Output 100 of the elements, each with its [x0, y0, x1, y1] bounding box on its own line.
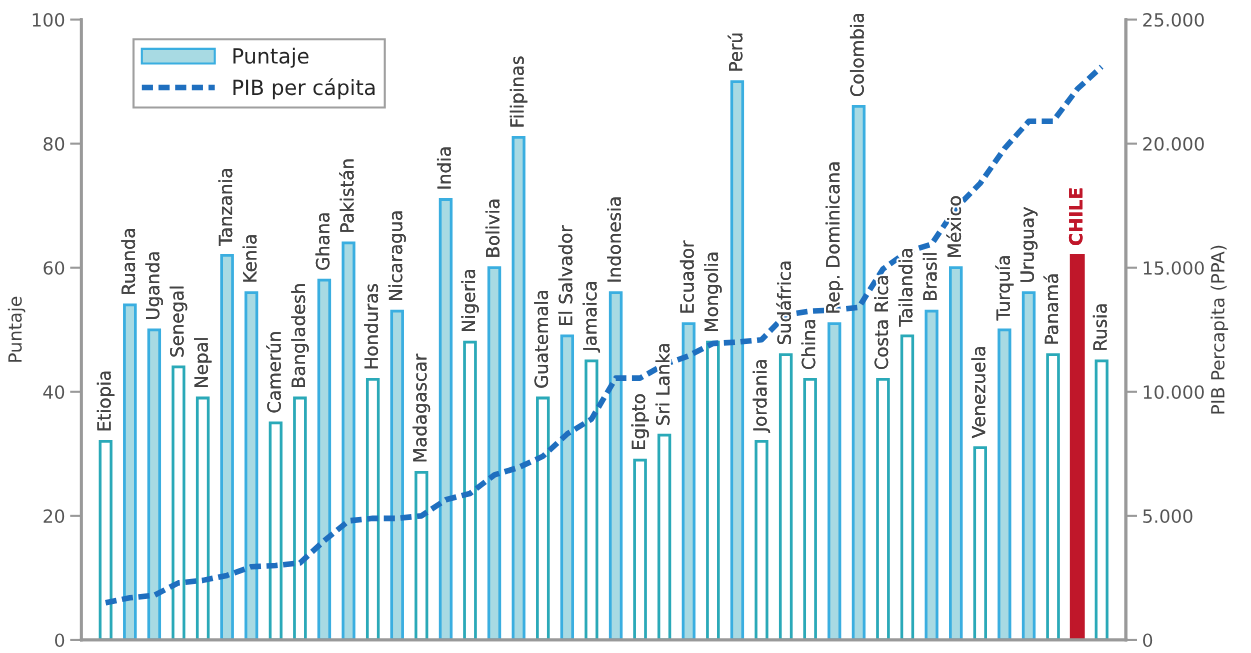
- x-tick-label: Bolivia: [485, 199, 500, 257]
- bar: [1021, 291, 1036, 640]
- bar: [536, 396, 550, 640]
- y2-tick-label: 10.000: [1143, 385, 1204, 399]
- x-tick-label: Sudáfrica: [776, 261, 792, 345]
- x-tick-label: Turquía: [995, 256, 1014, 321]
- x-tick-label: Mongolia: [704, 252, 722, 332]
- x-tick-label: Jordania: [752, 360, 771, 434]
- x-tick-label: Nicaragua: [388, 211, 406, 301]
- y2-tick-label: 5.000: [1143, 509, 1193, 523]
- y-tick-label: 80: [43, 137, 65, 151]
- x-tick-label: Uganda: [145, 252, 163, 319]
- legend-label: PIB per cápita: [233, 78, 375, 100]
- y2-tick-label: 0: [1143, 633, 1153, 648]
- bar: [244, 291, 259, 640]
- bar: [876, 378, 890, 640]
- x-tick-label: Venezuela: [971, 347, 986, 439]
- bar: [147, 328, 162, 640]
- bar: [997, 328, 1012, 640]
- bar: [560, 334, 575, 640]
- bar: [195, 396, 210, 640]
- x-tick-label: Honduras: [364, 284, 379, 369]
- x-tick-label: Senegal: [169, 286, 188, 357]
- x-tick-label: Madagascar: [412, 353, 431, 462]
- x-tick-label: Ruanda: [121, 229, 136, 294]
- y-axis-title: Puntaje: [7, 296, 26, 362]
- bar: [1094, 359, 1109, 640]
- bar: [706, 340, 720, 640]
- bar: [463, 340, 477, 640]
- x-tick-label: Filipinas: [509, 56, 528, 127]
- bar: [584, 359, 599, 640]
- bar: [487, 266, 502, 640]
- bar: [924, 309, 939, 640]
- bar: [414, 471, 429, 640]
- y-tick-label: 20: [43, 509, 65, 523]
- bar: [341, 241, 356, 640]
- x-tick-label: Tailandia: [898, 249, 913, 327]
- bar: [1046, 353, 1060, 640]
- bar: [900, 334, 915, 640]
- x-tick-label: India: [436, 147, 451, 189]
- x-tick-label: Rusia: [1092, 304, 1107, 350]
- y-tick-label: 0: [55, 633, 65, 648]
- bar: [268, 421, 283, 640]
- bar: [803, 378, 817, 640]
- y2-tick-label: 20.000: [1143, 137, 1204, 151]
- legend-label: Puntaje: [233, 47, 309, 68]
- bar: [851, 105, 866, 640]
- x-tick-label: Uruguay: [1020, 207, 1038, 282]
- bar: [317, 278, 332, 640]
- y-tick-label: 60: [43, 261, 65, 275]
- x-tick-label: Panamá: [1043, 274, 1059, 344]
- bar: [973, 446, 987, 640]
- x-tick-label: Ghana: [315, 213, 330, 270]
- bar: [365, 378, 380, 640]
- bar: [171, 365, 186, 640]
- bar: [681, 322, 696, 640]
- x-tick-label: El Salvador: [558, 225, 573, 325]
- x-tick-label: Nigeria: [461, 269, 479, 332]
- x-tick-label: Costa Rica: [874, 276, 889, 370]
- x-tick-label: Brasil: [922, 253, 937, 301]
- x-tick-label: Ecuador: [679, 240, 694, 313]
- bar: [98, 440, 113, 640]
- x-tick-label: Perú: [727, 33, 743, 71]
- bar: [511, 136, 526, 640]
- bar: [123, 303, 137, 640]
- bar: [438, 198, 453, 640]
- bar: [778, 353, 793, 640]
- bar: [657, 433, 672, 640]
- x-tick-label: CHILE: [1068, 188, 1083, 246]
- bar: [730, 80, 745, 640]
- y2-axis-title: PIB Percapita (PPA): [1210, 245, 1229, 414]
- bar: [1069, 253, 1085, 640]
- x-tick-label: Nepal: [194, 338, 212, 387]
- x-tick-label: Tanzania: [218, 169, 233, 247]
- y2-tick-label: 25.000: [1143, 13, 1204, 27]
- x-tick-label: Sri Lanka: [655, 344, 670, 425]
- x-tick-label: Jamaica: [582, 282, 601, 353]
- bar: [754, 440, 769, 640]
- x-tick-label: China: [801, 320, 816, 370]
- x-tick-label: Kenia: [242, 235, 257, 282]
- bar: [827, 322, 842, 640]
- bar: [390, 309, 404, 640]
- x-tick-label: Colombia: [849, 13, 864, 97]
- y-tick-label: 40: [43, 385, 65, 399]
- bar: [608, 291, 623, 640]
- bar: [633, 458, 647, 640]
- x-tick-label: México: [946, 196, 962, 257]
- bar: [293, 396, 307, 640]
- y2-tick-label: 15.000: [1143, 261, 1204, 275]
- x-tick-label: Bangladesh: [291, 284, 309, 387]
- x-tick-label: Egipto: [631, 394, 649, 449]
- x-tick-label: Camerún: [266, 332, 281, 413]
- bar: [949, 266, 963, 640]
- x-tick-label: Guatemala: [534, 290, 549, 388]
- x-tick-label: Rep. Dominicana: [825, 162, 844, 313]
- x-tick-label: Etiopia: [96, 371, 115, 431]
- x-tick-label: Pakistán: [339, 159, 354, 232]
- bar: [220, 253, 234, 640]
- x-tick-label: Indonesia: [607, 197, 621, 282]
- y-tick-label: 100: [32, 13, 65, 27]
